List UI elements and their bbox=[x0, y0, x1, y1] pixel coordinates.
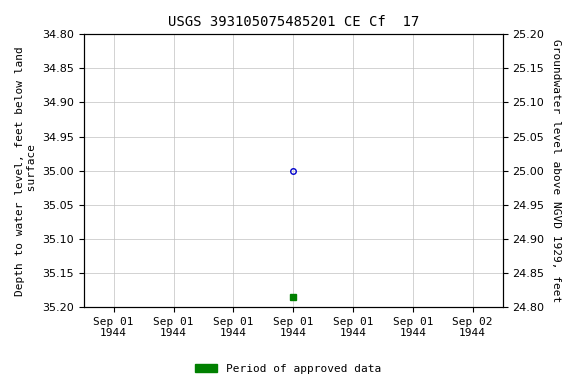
Title: USGS 393105075485201 CE Cf  17: USGS 393105075485201 CE Cf 17 bbox=[168, 15, 419, 29]
Y-axis label: Depth to water level, feet below land
 surface: Depth to water level, feet below land su… bbox=[15, 46, 37, 296]
Legend: Period of approved data: Period of approved data bbox=[191, 359, 385, 379]
Y-axis label: Groundwater level above NGVD 1929, feet: Groundwater level above NGVD 1929, feet bbox=[551, 39, 561, 302]
